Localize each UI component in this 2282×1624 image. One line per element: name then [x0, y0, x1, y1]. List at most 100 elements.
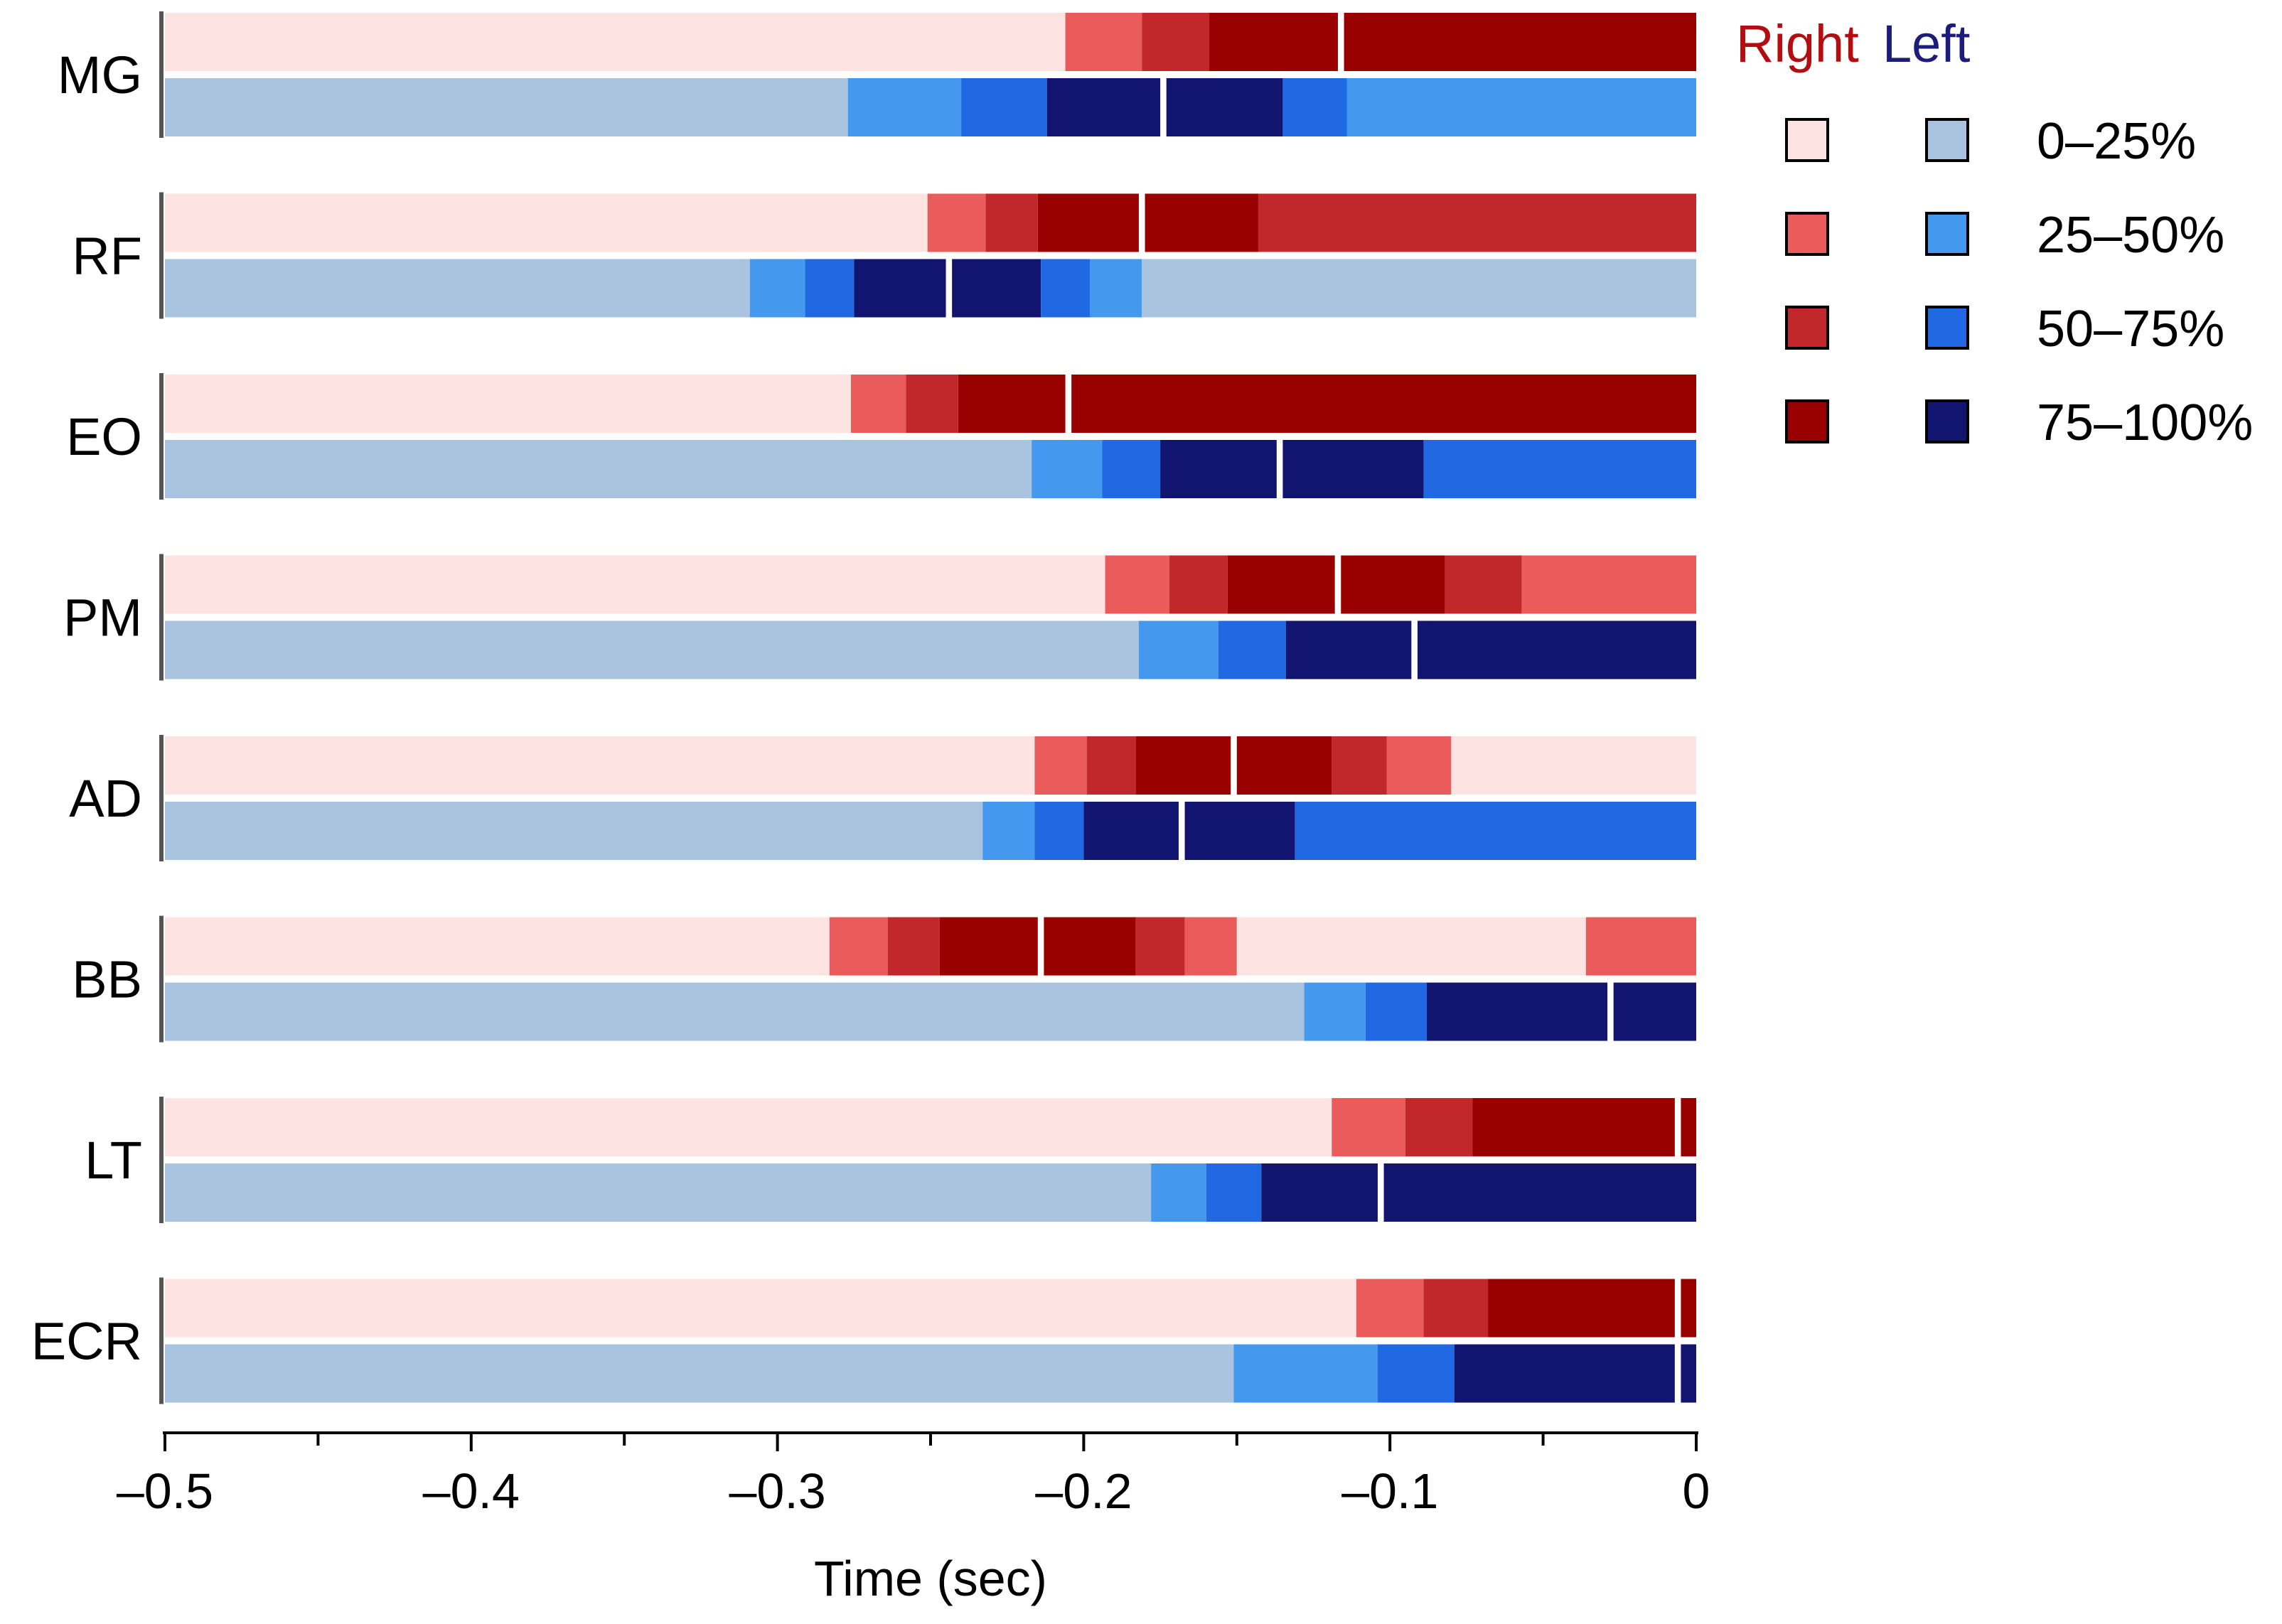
bar-segment-right-pm-3	[1227, 555, 1335, 614]
row-tick-pm	[159, 554, 164, 681]
bar-segment-left-mg-6	[1346, 78, 1696, 136]
bar-segment-left-rf-2	[805, 259, 855, 318]
bar-segment-right-lt-4	[1681, 1098, 1696, 1156]
muscle-row-rf	[165, 193, 1696, 318]
bar-segment-right-rf-5	[1258, 193, 1696, 252]
legend-swatch-right-1	[1785, 212, 1829, 256]
bar-segment-left-eo-1	[1032, 440, 1103, 498]
bar-segment-right-eo-0	[165, 375, 851, 433]
x-tick-label: –0.1	[1341, 1463, 1438, 1519]
muscle-label-mg: MG	[58, 45, 142, 104]
bar-segment-right-bb-0	[165, 917, 830, 976]
legend-label-2: 50–75%	[2037, 301, 2224, 357]
bar-segment-left-lt-1	[1151, 1163, 1206, 1222]
x-tick-label: –0.5	[117, 1463, 213, 1519]
bar-segment-right-ecr-2	[1423, 1279, 1489, 1338]
bar-segment-left-ecr-0	[165, 1344, 1234, 1403]
row-tick-rf	[159, 192, 164, 319]
bar-segment-left-pm-0	[165, 620, 1139, 679]
bar-segment-right-ad-0	[165, 736, 1035, 795]
muscle-row-bb	[165, 917, 1696, 1041]
legend-header-right: Right	[1736, 14, 1859, 73]
bar-segment-right-bb-7	[1236, 917, 1586, 976]
bar-segment-right-lt-1	[1332, 1098, 1405, 1156]
bar-segment-left-ad-4	[1184, 802, 1295, 860]
bar-segment-left-bb-4	[1613, 982, 1696, 1041]
bar-segment-right-rf-1	[927, 193, 986, 252]
bar-segment-left-rf-0	[165, 259, 750, 318]
bar-segment-right-lt-3	[1472, 1098, 1675, 1156]
bar-segment-right-mg-4	[1344, 13, 1696, 71]
muscle-row-ad	[165, 736, 1696, 860]
bar-segment-left-ad-1	[982, 802, 1035, 860]
muscle-row-ecr	[165, 1279, 1696, 1403]
bar-segment-left-ad-2	[1034, 802, 1084, 860]
legend: Right Left 0–25% 25–50% 50–75% 75–100%	[1736, 14, 2253, 451]
bar-segment-right-mg-1	[1065, 13, 1142, 71]
muscle-labels: MG RF EO PM AD BB LT ECR	[31, 45, 142, 1371]
bar-segment-right-bb-8	[1585, 917, 1696, 976]
bar-segment-right-ad-4	[1236, 736, 1332, 795]
muscle-label-ad: AD	[69, 769, 142, 828]
muscle-row-mg	[165, 13, 1696, 136]
bar-segment-left-lt-4	[1383, 1163, 1696, 1222]
bar-segment-left-rf-6	[1090, 259, 1142, 318]
bar-segment-right-ad-1	[1034, 736, 1087, 795]
legend-swatch-left-0	[1925, 118, 1969, 162]
row-tick-mg	[159, 11, 164, 138]
bar-segment-left-eo-0	[165, 440, 1032, 498]
legend-swatch-left-3	[1925, 399, 1969, 443]
muscle-label-lt: LT	[85, 1131, 142, 1190]
bar-segment-right-lt-0	[165, 1098, 1332, 1156]
bar-segment-right-ecr-3	[1488, 1279, 1675, 1338]
bar-segment-right-bb-2	[887, 917, 940, 976]
bar-segment-left-pm-2	[1218, 620, 1286, 679]
bar-segment-left-eo-5	[1423, 440, 1696, 498]
bar-segment-right-bb-4	[1044, 917, 1136, 976]
bar-segment-left-mg-0	[165, 78, 848, 136]
bar-segment-right-bb-3	[939, 917, 1038, 976]
row-tick-ecr	[159, 1277, 164, 1404]
bar-segment-left-rf-5	[1041, 259, 1091, 318]
bar-segment-right-rf-0	[165, 193, 928, 252]
legend-swatch-left-1	[1925, 212, 1969, 256]
muscle-label-rf: RF	[72, 227, 142, 286]
muscle-label-ecr: ECR	[31, 1312, 142, 1371]
bar-segment-right-pm-1	[1105, 555, 1170, 614]
bar-segment-left-ad-0	[165, 802, 983, 860]
bar-segment-left-bb-3	[1426, 982, 1608, 1041]
muscle-label-bb: BB	[72, 950, 142, 1009]
bar-segment-left-pm-3	[1285, 620, 1412, 679]
bar-segment-left-rf-4	[952, 259, 1041, 318]
legend-label-1: 25–50%	[2037, 207, 2224, 264]
bar-segment-right-ecr-4	[1681, 1279, 1696, 1338]
bar-segment-left-ad-3	[1083, 802, 1179, 860]
bar-segment-right-eo-3	[958, 375, 1066, 433]
bar-segment-right-ad-2	[1086, 736, 1136, 795]
legend-label-0: 0–25%	[2037, 113, 2196, 170]
bar-segment-left-eo-4	[1282, 440, 1424, 498]
bar-segment-left-eo-2	[1102, 440, 1161, 498]
bar-segment-right-mg-0	[165, 13, 1066, 71]
bar-segment-left-ad-5	[1295, 802, 1696, 860]
bar-segment-right-eo-1	[850, 375, 906, 433]
legend-swatch-right-0	[1785, 118, 1829, 162]
bar-segment-left-mg-1	[847, 78, 962, 136]
bar-segment-right-pm-5	[1445, 555, 1522, 614]
bar-segment-right-ecr-0	[165, 1279, 1356, 1338]
bar-segment-right-bb-6	[1184, 917, 1237, 976]
bar-segment-left-ecr-2	[1377, 1344, 1455, 1403]
bar-segment-left-pm-4	[1417, 620, 1696, 679]
bar-segment-left-mg-4	[1166, 78, 1283, 136]
bar-segment-left-bb-0	[165, 982, 1305, 1041]
bar-segment-left-ecr-1	[1233, 1344, 1378, 1403]
legend-swatch-right-3	[1785, 399, 1829, 443]
row-ticks-layer	[159, 11, 164, 1404]
x-tick-label: –0.4	[423, 1463, 520, 1519]
bar-segment-left-ecr-4	[1681, 1344, 1696, 1403]
muscle-row-lt	[165, 1098, 1696, 1222]
muscle-row-pm	[165, 555, 1696, 679]
x-tick-label: 0	[1683, 1463, 1710, 1519]
bar-segment-right-pm-6	[1521, 555, 1696, 614]
